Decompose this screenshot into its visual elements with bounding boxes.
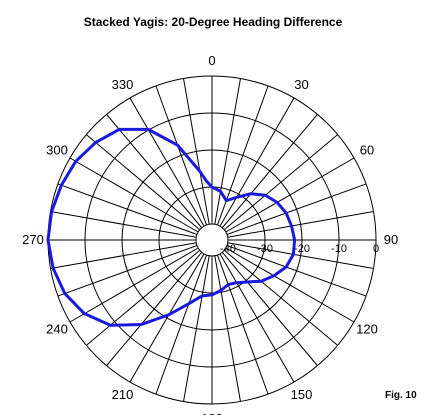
grid-ring-20 bbox=[121, 149, 303, 331]
azimuth-label-270: 270 bbox=[22, 232, 44, 247]
azimuth-label-150: 150 bbox=[291, 387, 313, 402]
radial-label-30: -30 bbox=[257, 243, 273, 255]
azimuth-label-120: 120 bbox=[356, 322, 378, 337]
figure-number: Fig. 10 bbox=[385, 390, 417, 401]
series-point-300 bbox=[74, 160, 77, 163]
series-point-280 bbox=[50, 210, 53, 213]
azimuth-label-300: 300 bbox=[46, 143, 68, 158]
azimuth-label-210: 210 bbox=[112, 387, 134, 402]
series-point-355 bbox=[206, 180, 208, 183]
series-point-330 bbox=[147, 128, 149, 131]
series-line-0 bbox=[46, 127, 297, 327]
series-point-140 bbox=[246, 281, 249, 283]
azimuth-label-180: 180 bbox=[201, 411, 223, 415]
series-point-220 bbox=[140, 323, 142, 326]
series-point-70 bbox=[285, 212, 287, 214]
series-point-40 bbox=[250, 192, 252, 195]
series-point-290 bbox=[60, 184, 63, 186]
series-point-100 bbox=[292, 253, 295, 256]
azimuth-label-0: 0 bbox=[208, 53, 215, 68]
grid-center-circle bbox=[195, 223, 229, 257]
series-point-240 bbox=[83, 312, 86, 315]
series-point-80 bbox=[290, 225, 293, 227]
series-point-360 bbox=[211, 186, 213, 188]
series-point-120 bbox=[273, 274, 275, 277]
series-point-200 bbox=[188, 302, 190, 305]
azimuth-label-30: 30 bbox=[294, 77, 308, 92]
series-point-10 bbox=[219, 190, 222, 193]
radial-label-40: -40 bbox=[220, 243, 236, 255]
series-point-250 bbox=[64, 292, 66, 295]
series-point-260 bbox=[52, 267, 54, 269]
series-point-20 bbox=[225, 199, 228, 202]
grid-ring-10 bbox=[84, 112, 340, 368]
radial-label-0: 0 bbox=[373, 243, 379, 255]
polar-grid bbox=[47, 75, 377, 405]
series-point-270 bbox=[47, 239, 49, 241]
azimuth-label-330: 330 bbox=[112, 77, 134, 92]
azimuth-label-60: 60 bbox=[360, 143, 374, 158]
series-layer bbox=[46, 127, 297, 327]
series-point-160 bbox=[227, 283, 230, 286]
series-point-130 bbox=[260, 280, 262, 283]
series-point-50 bbox=[264, 194, 267, 197]
radial-label-10: -10 bbox=[331, 243, 347, 255]
series-point-320 bbox=[118, 128, 120, 131]
series-point-170 bbox=[220, 289, 222, 292]
azimuth-label-90: 90 bbox=[384, 232, 398, 247]
series-point-180 bbox=[211, 294, 213, 296]
series-point-230 bbox=[109, 324, 112, 327]
series-point-90 bbox=[293, 239, 296, 241]
series-point-340 bbox=[176, 144, 179, 146]
series-point-210 bbox=[168, 313, 170, 316]
series-point-110 bbox=[285, 266, 287, 268]
axis-labels: 0 30 60 90 120 150 180 210 240 270 300 330 -40 -30 -20… bbox=[22, 53, 398, 415]
series-point-310 bbox=[94, 141, 97, 144]
chart-title: Stacked Yagis: 20-Degree Heading Differe… bbox=[84, 15, 343, 29]
radial-label-20: -20 bbox=[294, 243, 310, 255]
series-point-350 bbox=[199, 170, 201, 173]
series-point-60 bbox=[276, 201, 278, 204]
series-point-150 bbox=[235, 281, 238, 284]
azimuth-label-240: 240 bbox=[46, 322, 68, 337]
series-point-30 bbox=[235, 196, 238, 199]
series-point-190 bbox=[201, 295, 203, 297]
